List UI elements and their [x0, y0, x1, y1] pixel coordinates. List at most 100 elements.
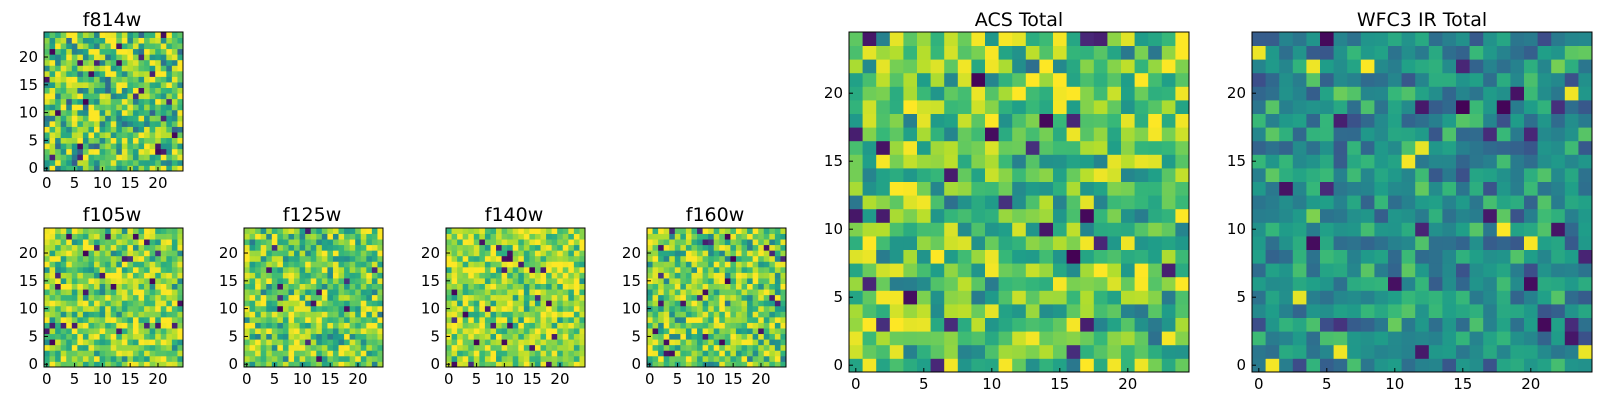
heat-cell — [457, 305, 464, 312]
heat-cell — [44, 126, 50, 133]
heat-cell — [747, 300, 754, 307]
heat-cell — [66, 54, 73, 61]
heat-cell — [60, 250, 67, 257]
heat-cell — [105, 32, 112, 38]
heat-cell — [546, 350, 553, 357]
heat-cell — [1428, 276, 1443, 291]
heat-cell — [327, 350, 334, 357]
heat-cell — [82, 266, 89, 273]
heat-cell — [998, 358, 1013, 373]
heat-cell — [1053, 127, 1067, 142]
heat-cell — [282, 239, 289, 246]
heat-cell — [110, 54, 117, 61]
heat-cell — [1306, 113, 1321, 128]
heat-cell — [1524, 317, 1538, 332]
heat-cell — [540, 250, 547, 257]
heat-cell — [1496, 331, 1511, 346]
heat-cell — [66, 104, 73, 111]
heat-cell — [1469, 290, 1484, 305]
heat-cell — [1093, 317, 1108, 332]
heat-cell — [512, 283, 519, 290]
heat-cell — [1279, 304, 1294, 318]
heat-cell — [1347, 304, 1362, 318]
heat-cell — [138, 339, 145, 346]
heat-cell — [1306, 168, 1321, 182]
heat-cell — [457, 250, 464, 257]
heat-cell — [862, 358, 877, 373]
heat-cell — [1347, 290, 1362, 305]
heat-cell — [719, 350, 726, 357]
heat-cell — [479, 239, 486, 246]
heat-cell — [1107, 168, 1122, 182]
heat-cell — [138, 272, 145, 279]
heat-cell — [1107, 181, 1122, 196]
x-tick-label: 0 — [1254, 375, 1264, 393]
axes-frame-f160w — [646, 227, 787, 368]
heat-cell — [752, 355, 759, 362]
heat-cell — [55, 65, 62, 72]
heat-cell — [77, 316, 84, 323]
heat-cell — [299, 228, 306, 234]
heat-cell — [1121, 317, 1135, 332]
heat-cell — [1401, 59, 1416, 74]
heat-cell — [697, 272, 703, 279]
heat-cell — [451, 283, 458, 290]
heat-cell — [377, 289, 384, 296]
heat-cell — [507, 344, 514, 351]
heat-cell — [702, 328, 709, 335]
heat-cell — [149, 261, 156, 268]
heat-cell — [451, 361, 458, 368]
heat-cell — [121, 344, 128, 351]
heat-cell — [680, 344, 687, 351]
heat-cell — [1483, 276, 1498, 291]
heat-cell — [944, 195, 959, 210]
heat-cell — [1551, 72, 1566, 87]
heat-cell — [484, 350, 491, 357]
heat-cell — [349, 289, 356, 296]
heat-cell — [1265, 331, 1280, 346]
x-tick-label: 20 — [148, 174, 167, 192]
heat-cell — [876, 263, 891, 278]
heat-cell — [149, 339, 156, 346]
heat-cell — [160, 305, 167, 312]
heat-cell — [66, 109, 73, 116]
heat-cell — [1148, 344, 1163, 359]
heat-cell — [1306, 249, 1321, 264]
heat-cell — [573, 239, 580, 246]
heat-cell — [457, 361, 464, 368]
heat-cell — [507, 322, 514, 329]
heat-cell — [366, 328, 373, 335]
heat-cell — [277, 244, 284, 251]
heat-cell — [669, 311, 676, 318]
heat-cell — [171, 165, 178, 172]
heat-cell — [1066, 263, 1081, 278]
heat-cell — [1053, 168, 1067, 182]
heat-cell — [1279, 100, 1294, 114]
heat-cell — [496, 344, 502, 351]
heat-cell — [177, 228, 184, 234]
heat-cell — [780, 233, 787, 240]
heat-cell — [1564, 72, 1579, 87]
panel-title-f105w: f105w — [83, 204, 142, 226]
heat-cell — [457, 316, 464, 323]
heat-cell — [1107, 263, 1122, 278]
heat-cell — [1134, 113, 1149, 128]
heat-cell — [1265, 276, 1280, 291]
heat-cell — [780, 255, 787, 262]
heat-cell — [177, 244, 184, 251]
heat-cell — [327, 333, 334, 340]
heat-cell — [82, 233, 89, 240]
heat-cell — [674, 333, 681, 340]
heat-cell — [697, 289, 703, 296]
heat-cell — [121, 70, 128, 77]
heat-cell — [658, 228, 665, 234]
heat-cell — [758, 322, 765, 329]
heat-cell — [769, 266, 776, 273]
heat-cell — [1428, 331, 1443, 346]
heat-cell — [451, 344, 458, 351]
heat-cell — [507, 311, 514, 318]
heat-cell — [255, 278, 262, 284]
heat-cell — [1551, 304, 1566, 318]
heat-cell — [451, 305, 458, 312]
heat-cell — [674, 255, 681, 262]
